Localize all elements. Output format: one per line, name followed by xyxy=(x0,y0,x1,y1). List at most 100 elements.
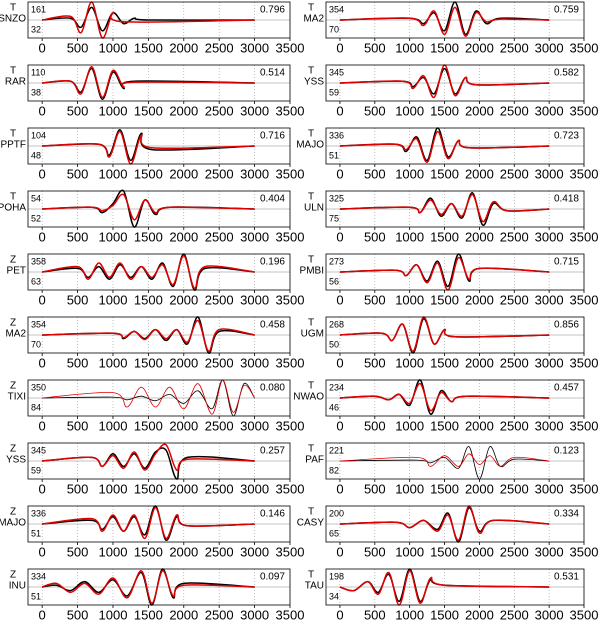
x-tick-label: 2500 xyxy=(500,607,529,622)
cc-label: 0.196 xyxy=(260,257,285,268)
x-tick-label: 3000 xyxy=(240,292,269,307)
x-tick-label: 0 xyxy=(39,103,46,118)
x-tick-label: 3000 xyxy=(535,481,564,496)
x-tick-label: 3500 xyxy=(276,355,305,370)
component-label: T xyxy=(308,129,314,140)
panel-frame xyxy=(325,568,585,606)
distance-label: 51 xyxy=(329,150,339,160)
x-tick-label: 500 xyxy=(364,355,386,370)
distance-label: 34 xyxy=(329,591,339,601)
cc-label: 0.418 xyxy=(554,194,579,205)
cc-label: 0.715 xyxy=(554,257,579,268)
x-tick-label: 0 xyxy=(39,229,46,244)
x-tick-label: 2500 xyxy=(205,292,234,307)
x-tick-label: 2000 xyxy=(169,355,198,370)
waveform xyxy=(41,570,255,604)
cc-label: 0.514 xyxy=(260,68,285,79)
distance-label: 84 xyxy=(31,402,41,412)
waveform xyxy=(339,505,550,541)
waveform xyxy=(339,382,550,412)
panel-frame xyxy=(325,127,585,165)
x-tick-label: 3000 xyxy=(240,607,269,622)
x-tick-label: 3000 xyxy=(240,40,269,55)
x-tick-label: 500 xyxy=(364,292,386,307)
cc-label: 0.716 xyxy=(260,131,285,142)
x-tick-label: 2000 xyxy=(465,481,494,496)
azimuth-label: 345 xyxy=(329,67,344,77)
x-tick-label: 3500 xyxy=(276,166,305,181)
panel-frame xyxy=(325,316,585,354)
waveform xyxy=(339,130,550,163)
panel-frame xyxy=(325,64,585,102)
x-tick-label: 2000 xyxy=(465,418,494,433)
x-tick-label: 3500 xyxy=(570,355,599,370)
x-tick-label: 3000 xyxy=(535,544,564,559)
x-tick-label: 2500 xyxy=(205,607,234,622)
component-label: T xyxy=(308,255,314,266)
x-tick-label: 2500 xyxy=(205,40,234,55)
distance-label: 75 xyxy=(329,213,339,223)
panel-frame xyxy=(325,442,585,480)
cc-label: 0.404 xyxy=(260,194,285,205)
x-tick-label: 1000 xyxy=(99,229,128,244)
x-tick-label: 2000 xyxy=(465,103,494,118)
station-label: MAJO xyxy=(296,140,324,151)
x-tick-label: 3000 xyxy=(535,166,564,181)
x-tick-label: 2500 xyxy=(500,166,529,181)
x-tick-label: 2500 xyxy=(205,355,234,370)
x-tick-label: 0 xyxy=(336,166,343,181)
x-tick-label: 2000 xyxy=(465,544,494,559)
panel-frame xyxy=(27,64,291,102)
azimuth-label: 358 xyxy=(31,256,46,266)
x-tick-label: 3500 xyxy=(570,229,599,244)
x-tick-label: 1500 xyxy=(430,355,459,370)
x-tick-label: 500 xyxy=(67,544,89,559)
x-tick-label: 500 xyxy=(364,481,386,496)
station-label: PET xyxy=(7,266,26,277)
x-tick-label: 1000 xyxy=(99,166,128,181)
x-tick-label: 1500 xyxy=(134,40,163,55)
azimuth-label: 336 xyxy=(31,508,46,518)
x-tick-label: 1000 xyxy=(99,355,128,370)
x-tick-label: 2000 xyxy=(169,418,198,433)
x-tick-label: 1000 xyxy=(99,292,128,307)
station-label: MA2 xyxy=(5,329,26,340)
x-tick-label: 1000 xyxy=(395,40,424,55)
x-tick-label: 3000 xyxy=(535,418,564,433)
x-tick-label: 3500 xyxy=(570,40,599,55)
x-tick-label: 2500 xyxy=(500,418,529,433)
waveform xyxy=(339,316,550,352)
cc-label: 0.856 xyxy=(554,320,579,331)
component-label: T xyxy=(10,3,16,14)
component-label: Z xyxy=(10,507,16,518)
x-tick-label: 500 xyxy=(67,292,89,307)
azimuth-label: 234 xyxy=(329,382,344,392)
x-tick-label: 3500 xyxy=(570,103,599,118)
waveform xyxy=(339,193,550,223)
x-tick-label: 0 xyxy=(336,292,343,307)
x-tick-label: 500 xyxy=(67,481,89,496)
x-tick-label: 2000 xyxy=(169,229,198,244)
component-label: T xyxy=(308,66,314,77)
station-label: PAF xyxy=(305,455,324,466)
x-tick-label: 0 xyxy=(336,103,343,118)
x-tick-label: 1000 xyxy=(395,481,424,496)
azimuth-label: 354 xyxy=(31,319,46,329)
cc-label: 0.531 xyxy=(554,572,579,583)
component-label: Z xyxy=(10,318,16,329)
panel-frame xyxy=(27,190,291,228)
cc-label: 0.458 xyxy=(260,320,285,331)
x-tick-label: 1000 xyxy=(395,418,424,433)
x-tick-label: 2500 xyxy=(500,481,529,496)
x-tick-label: 2500 xyxy=(500,103,529,118)
x-tick-label: 3000 xyxy=(240,103,269,118)
x-tick-label: 2500 xyxy=(500,544,529,559)
x-tick-label: 1500 xyxy=(430,292,459,307)
x-tick-label: 1500 xyxy=(134,103,163,118)
x-tick-label: 3000 xyxy=(240,544,269,559)
x-tick-label: 3000 xyxy=(535,607,564,622)
x-tick-label: 500 xyxy=(67,103,89,118)
